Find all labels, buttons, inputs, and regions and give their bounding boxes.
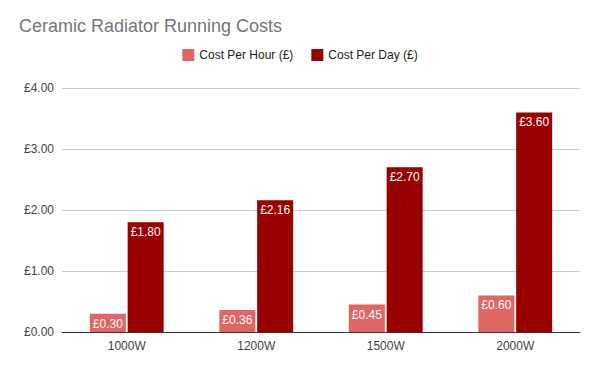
svg-text:1000W: 1000W: [108, 339, 147, 353]
svg-text:£0.60: £0.60: [481, 298, 511, 312]
svg-text:£0.36: £0.36: [222, 313, 252, 327]
svg-text:2000W: 2000W: [496, 339, 535, 353]
svg-text:£1.00: £1.00: [24, 264, 54, 278]
svg-text:Ceramic Radiator Running Costs: Ceramic Radiator Running Costs: [19, 16, 282, 36]
svg-text:£3.60: £3.60: [519, 115, 549, 129]
svg-text:£0.00: £0.00: [24, 325, 54, 339]
svg-text:1500W: 1500W: [367, 339, 406, 353]
svg-text:£0.30: £0.30: [93, 317, 123, 331]
svg-text:£2.70: £2.70: [390, 170, 420, 184]
svg-text:£4.00: £4.00: [24, 81, 54, 95]
svg-text:£3.00: £3.00: [24, 142, 54, 156]
svg-text:£2.16: £2.16: [260, 203, 290, 217]
svg-text:Cost Per Day (£): Cost Per Day (£): [328, 48, 417, 62]
svg-text:1200W: 1200W: [237, 339, 276, 353]
svg-text:£0.45: £0.45: [352, 308, 382, 322]
svg-text:Cost Per Hour (£): Cost Per Hour (£): [199, 48, 293, 62]
svg-text:£2.00: £2.00: [24, 203, 54, 217]
svg-text:£1.80: £1.80: [131, 225, 161, 239]
